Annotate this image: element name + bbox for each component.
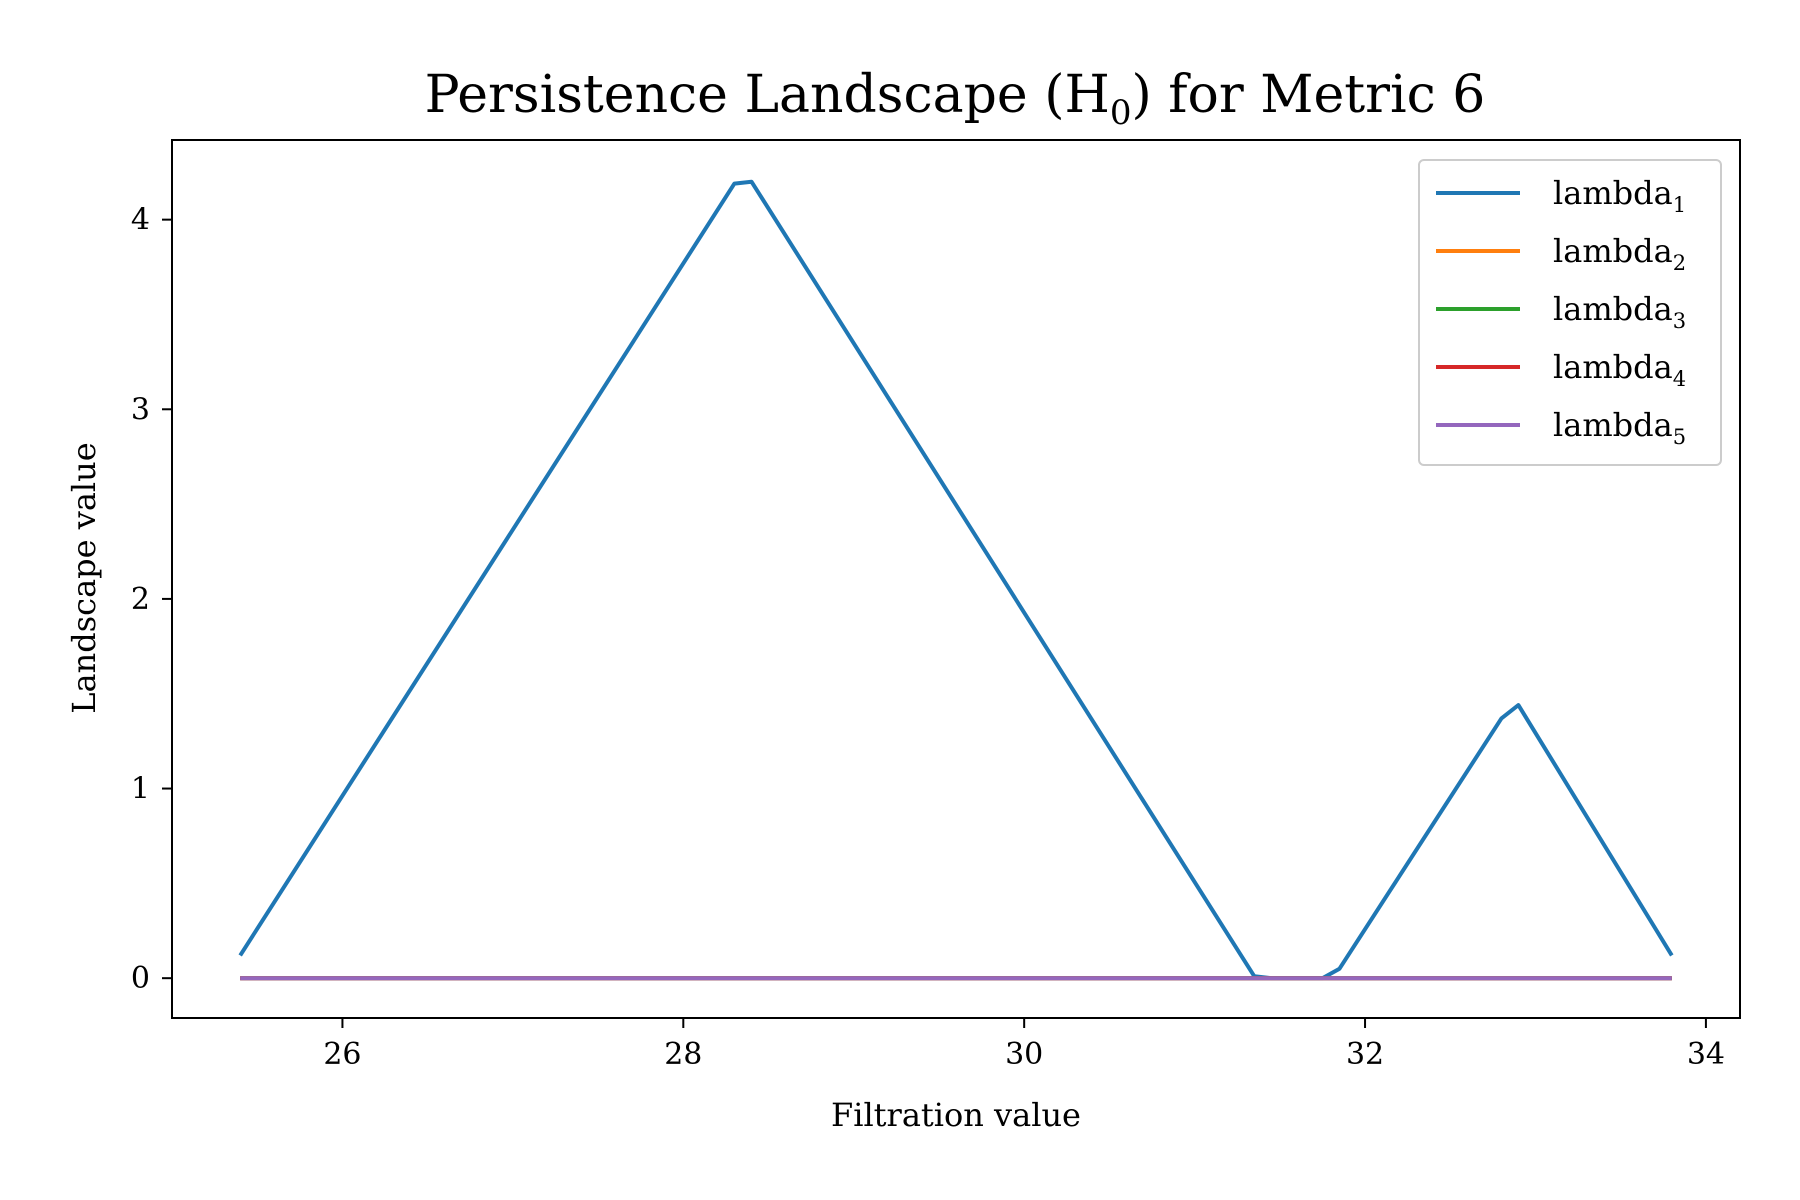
x-axis-ticks: 26 28 30 32 34 (323, 1018, 1725, 1072)
y-axis-ticks: 0 1 2 3 4 (131, 203, 172, 996)
y-tick-label: 0 (131, 961, 150, 996)
legend-item-lambda2: lambda2 (1436, 232, 1686, 275)
legend-label: lambda2 (1553, 232, 1686, 275)
chart-title: Persistence Landscape (H0) for Metric 6 (425, 65, 1486, 133)
legend-label: lambda4 (1553, 348, 1686, 391)
y-axis-label: Landscape value (65, 442, 103, 713)
plot-frame (171, 139, 1741, 1019)
x-tick-label: 32 (1346, 1037, 1384, 1072)
legend-item-lambda3: lambda3 (1436, 290, 1686, 333)
y-tick-label: 2 (131, 582, 150, 617)
y-tick-label: 1 (131, 772, 150, 807)
x-tick-label: 28 (664, 1037, 702, 1072)
y-tick-label: 3 (131, 392, 150, 427)
x-tick-label: 34 (1687, 1037, 1725, 1072)
legend-label: lambda5 (1553, 406, 1686, 449)
legend-box (1418, 159, 1722, 466)
legend-label: lambda3 (1553, 290, 1686, 333)
x-tick-label: 30 (1005, 1037, 1043, 1072)
legend-item-lambda5: lambda5 (1436, 406, 1686, 449)
legend-item-lambda4: lambda4 (1436, 348, 1686, 391)
x-tick-label: 26 (323, 1037, 361, 1072)
plot-lines (238, 179, 1674, 981)
legend-item-lambda1: lambda1 (1436, 174, 1686, 217)
legend: lambda1 lambda2 lambda3 lambda4 lambda5 (1418, 159, 1722, 466)
x-axis-label: Filtration value (831, 1096, 1081, 1134)
legend-label: lambda1 (1553, 174, 1686, 217)
y-tick-label: 4 (131, 203, 150, 238)
